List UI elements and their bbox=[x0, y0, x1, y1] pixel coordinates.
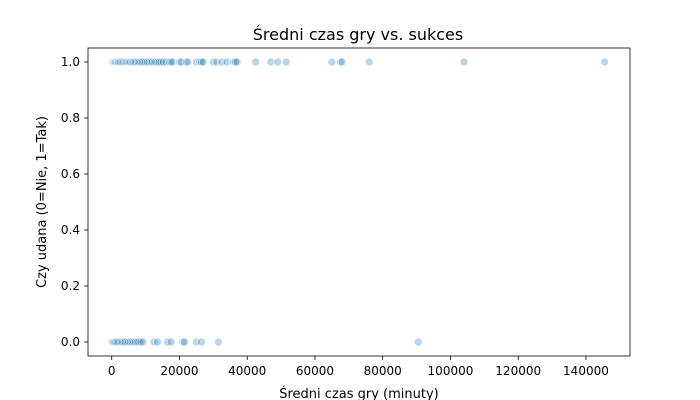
data-points bbox=[107, 57, 609, 347]
x-tick-label: 20000 bbox=[160, 364, 198, 378]
data-point bbox=[161, 57, 171, 67]
data-point bbox=[168, 57, 177, 67]
data-point bbox=[327, 57, 337, 67]
data-point bbox=[153, 337, 162, 347]
data-point bbox=[136, 337, 146, 347]
data-point bbox=[138, 337, 148, 347]
data-point bbox=[459, 57, 469, 67]
x-axis: 0 20000 40000 60000 80000 100000 120000 140000 bbox=[108, 356, 609, 378]
x-tick-label: 120000 bbox=[495, 364, 541, 378]
data-point bbox=[600, 57, 609, 67]
y-tick-label: 0.4 bbox=[61, 223, 80, 237]
data-point bbox=[232, 57, 242, 67]
y-tick-label: 0.0 bbox=[61, 335, 80, 349]
data-point bbox=[180, 337, 189, 347]
y-tick-label: 0.6 bbox=[61, 167, 80, 181]
data-point bbox=[163, 337, 172, 347]
y-tick-label: 1.0 bbox=[61, 55, 80, 69]
y-axis-title: Czy udana (0=Nie, 1=Tak) bbox=[35, 116, 50, 288]
data-point bbox=[166, 337, 176, 347]
y-tick-label: 0.8 bbox=[61, 111, 80, 125]
data-point bbox=[251, 57, 260, 67]
data-point bbox=[222, 57, 232, 67]
data-point bbox=[197, 337, 206, 347]
data-point bbox=[192, 337, 201, 347]
data-point bbox=[212, 57, 222, 67]
data-point bbox=[413, 337, 423, 347]
data-point bbox=[192, 57, 201, 67]
x-tick-label: 60000 bbox=[296, 364, 334, 378]
chart-title: Średni czas gry vs. sukces bbox=[253, 25, 463, 44]
data-point bbox=[217, 57, 227, 67]
x-axis-title: Średni czas gry (minuty) bbox=[279, 386, 439, 400]
data-point bbox=[209, 57, 218, 67]
data-point bbox=[266, 57, 276, 67]
x-tick-label: 80000 bbox=[364, 364, 402, 378]
x-tick-label: 40000 bbox=[228, 364, 266, 378]
data-point bbox=[337, 57, 347, 67]
data-point bbox=[364, 57, 374, 67]
y-axis: 0.0 0.2 0.4 0.6 0.8 1.0 bbox=[61, 55, 88, 349]
y-tick-label: 0.2 bbox=[61, 279, 80, 293]
data-point bbox=[176, 57, 186, 67]
x-tick-label: 100000 bbox=[428, 364, 474, 378]
data-point bbox=[273, 57, 283, 67]
data-point bbox=[183, 57, 193, 67]
plot-frame bbox=[87, 47, 631, 357]
x-tick-label: 0 bbox=[108, 364, 116, 378]
data-point bbox=[281, 57, 291, 67]
data-point bbox=[214, 337, 223, 347]
data-point bbox=[149, 337, 159, 347]
x-tick-label: 140000 bbox=[563, 364, 609, 378]
data-point bbox=[198, 57, 208, 67]
